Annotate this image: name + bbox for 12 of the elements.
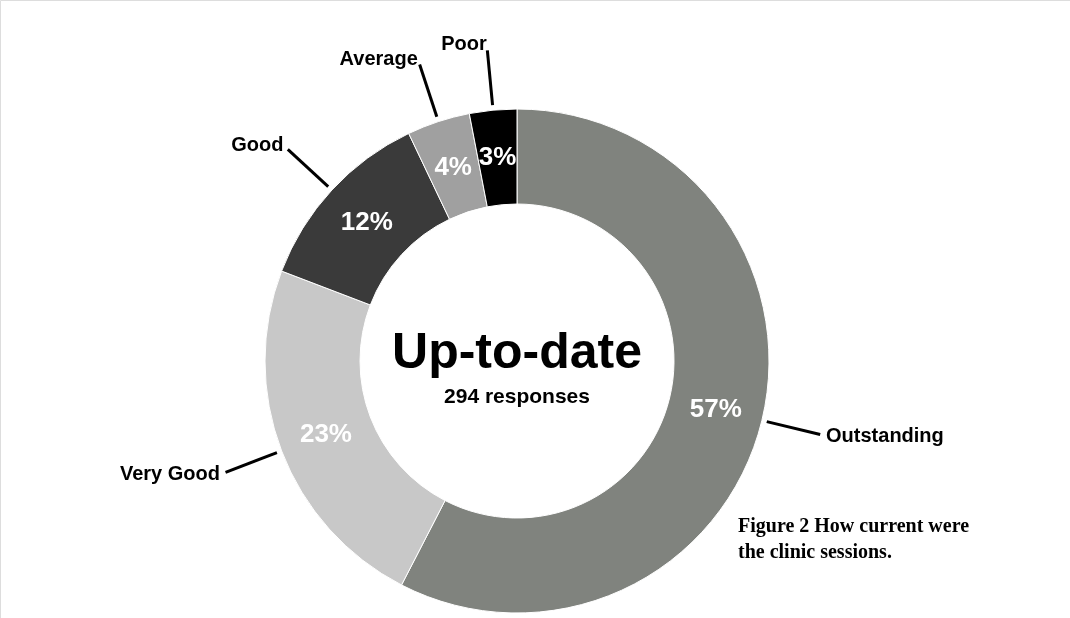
slice-label: Outstanding [826,423,944,446]
data-label: 57% [689,393,742,424]
slice-label: Average [339,46,418,69]
data-label: 3% [478,141,517,172]
slice-label: Very Good [119,462,220,485]
slice-label: Good [231,133,284,156]
slice-label: Poor [441,32,487,55]
data-label: 12% [340,206,393,237]
text: Up-to-date [392,323,642,379]
caption: Figure 2 How current were the clinic sessions. [738,514,970,562]
data-label: 4% [434,150,472,181]
text: 294 responses [444,384,590,407]
